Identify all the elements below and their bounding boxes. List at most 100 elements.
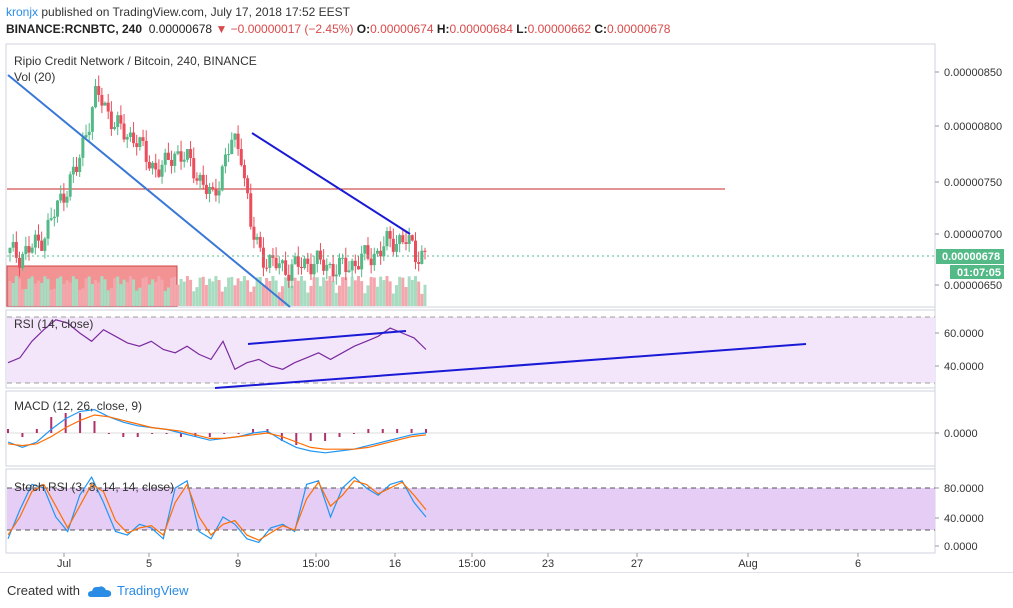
volume-bar [360, 281, 364, 306]
tradingview-link[interactable]: TradingView [117, 583, 189, 598]
macd-hist-bar [208, 433, 211, 437]
volume-bar [166, 287, 170, 306]
candle-body [84, 135, 88, 138]
candle-body [59, 193, 63, 201]
price-tick-label: 0.00000850 [944, 67, 1002, 79]
indicator-tick-label: 0.0000 [944, 541, 978, 553]
volume-bar [81, 288, 85, 306]
candle-body [33, 234, 37, 248]
candle-body [375, 250, 379, 254]
candle-body [128, 132, 132, 137]
candle-body [372, 253, 376, 266]
volume-bar [401, 277, 405, 306]
signal-line [7, 414, 427, 450]
volume-bar [201, 276, 205, 306]
price-change: −0.00000017 (−2.45%) [230, 22, 354, 36]
volume-bar [290, 285, 294, 306]
volume-bar [116, 276, 120, 306]
candle-body [265, 267, 269, 269]
volume-bar [413, 276, 417, 306]
rsi-band [7, 317, 935, 383]
rsi-trendline-upper[interactable] [247, 330, 407, 345]
volume-bar [211, 281, 215, 306]
candle-body [379, 250, 383, 257]
time-tick-label: Aug [738, 558, 758, 570]
volume-bar [160, 279, 164, 306]
candle-body [103, 102, 107, 106]
price-tick-label: 0.00000800 [944, 121, 1002, 133]
macd-hist-bar [352, 433, 355, 434]
volume-bar [398, 276, 402, 306]
candle-body [252, 226, 256, 240]
chart-canvas[interactable]: Ripio Credit Network / Bitcoin, 240, BIN… [0, 42, 1013, 572]
volume-bar [252, 286, 256, 306]
trendline-descending-short[interactable] [251, 132, 411, 235]
volume-bar [227, 277, 231, 306]
volume-bar [157, 276, 161, 306]
candle-body [157, 169, 161, 177]
volume-bar [287, 277, 291, 306]
volume-bar [78, 289, 82, 306]
volume-bar [65, 280, 69, 306]
price-scale[interactable]: 0.00000650 0.00000700 0.00000750 0.00000800… [935, 67, 1002, 553]
volume-bar [90, 283, 94, 306]
volume-bar [239, 281, 243, 306]
candle-body [322, 259, 326, 271]
trendline-descending-long[interactable] [7, 74, 291, 308]
macd-hist-bar [136, 433, 139, 437]
candle-body [81, 137, 85, 158]
candle-body [71, 166, 75, 175]
candle-body [249, 193, 253, 227]
macd-hist-bar [338, 433, 341, 437]
volume-bar [138, 287, 142, 306]
volume-bar [271, 276, 275, 306]
volume-bar [182, 281, 186, 306]
volume-bar [350, 276, 354, 306]
macd-hist-bar [21, 433, 24, 437]
volume-bar [84, 278, 88, 306]
price-tick-label: 0.00000750 [944, 177, 1002, 189]
countdown-value: 01:07:05 [957, 267, 1001, 279]
published-text: published on TradingView.com, July 17, 2… [38, 5, 350, 19]
candle-body [347, 270, 351, 273]
candle-body [290, 264, 294, 281]
macd-hist-bar [179, 433, 182, 437]
volume-bar [94, 279, 98, 306]
candle-body [65, 196, 69, 203]
volume-bar [113, 278, 117, 306]
author-link[interactable]: kronjx [6, 5, 39, 19]
candle-body [49, 218, 53, 220]
candle-body [410, 235, 414, 241]
stoch-k-line [7, 475, 427, 544]
volume-bar [223, 286, 227, 306]
volume-bar [410, 279, 414, 306]
time-tick-label: 5 [146, 558, 152, 570]
volume-bar [369, 276, 373, 306]
footer: Created with TradingView [0, 572, 1013, 608]
volume-bar [236, 278, 240, 306]
candle-body [163, 152, 167, 165]
candle-body [113, 127, 117, 130]
rsi-trendline-lower[interactable] [214, 343, 807, 389]
volume-bar [33, 283, 37, 306]
down-arrow-icon: ▼ [215, 22, 228, 36]
candle-body [417, 262, 421, 264]
candle-body [116, 115, 120, 128]
candle-body [382, 246, 386, 257]
candle-body [388, 231, 392, 239]
volume-bar [8, 281, 12, 306]
macd-pane[interactable] [5, 390, 936, 467]
volume-bar [100, 276, 104, 306]
candle-body [284, 260, 288, 275]
macd-hist-bar [425, 429, 427, 433]
low-label: L: [516, 22, 528, 36]
candle-body [214, 189, 218, 196]
volume-bar [344, 277, 348, 306]
time-scale[interactable]: Jul 5 9 15:00 16 15:00 23 27 Aug 6 [57, 553, 861, 570]
volume-bar [59, 276, 63, 306]
candle-body [97, 86, 101, 95]
volume-bar [24, 288, 28, 306]
candle-body [154, 162, 158, 170]
candle-body [179, 151, 183, 162]
volume-bar [375, 286, 379, 306]
